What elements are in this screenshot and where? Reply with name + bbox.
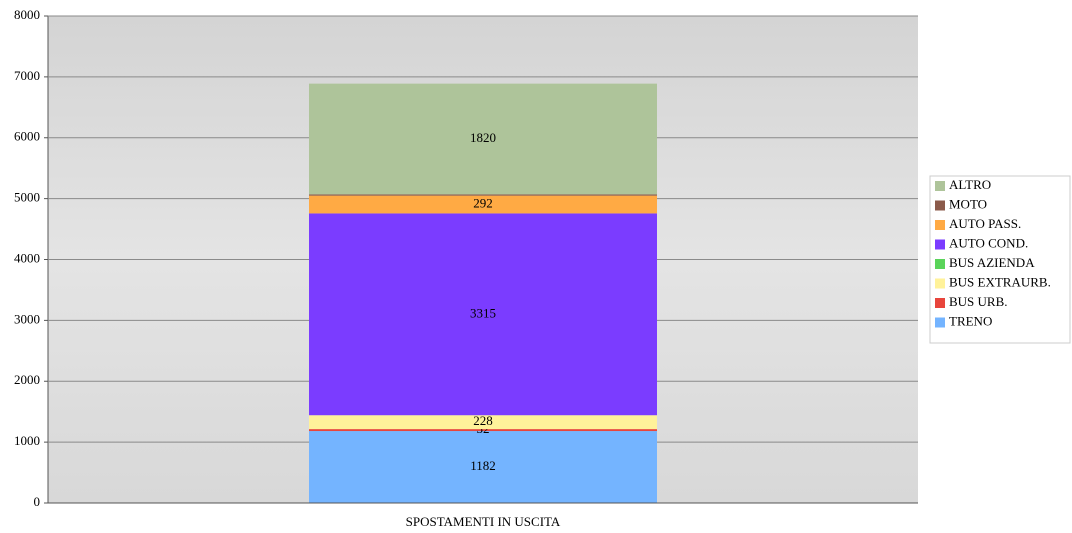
bar-segment bbox=[309, 429, 657, 432]
y-tick-label: 2000 bbox=[14, 372, 40, 387]
bar-segment bbox=[309, 195, 657, 214]
legend-label: ALTRO bbox=[949, 177, 991, 192]
y-tick-label: 7000 bbox=[14, 68, 40, 83]
bar-segment bbox=[309, 194, 657, 196]
legend-label: AUTO PASS. bbox=[949, 216, 1021, 231]
legend-label: BUS EXTRAURB. bbox=[949, 274, 1051, 289]
data-label: 3315 bbox=[470, 305, 496, 320]
legend-label: MOTO bbox=[949, 196, 987, 211]
bar-segment bbox=[309, 415, 657, 430]
legend-label: TRENO bbox=[949, 313, 992, 328]
bar-segment bbox=[309, 83, 657, 195]
y-tick-label: 6000 bbox=[14, 129, 40, 144]
y-tick-label: 8000 bbox=[14, 7, 40, 22]
y-tick-label: 4000 bbox=[14, 250, 40, 265]
bar-segment bbox=[309, 431, 657, 503]
data-label: 1182 bbox=[470, 458, 496, 473]
data-label: 1820 bbox=[470, 130, 496, 145]
legend-swatch bbox=[935, 181, 945, 191]
legend-swatch bbox=[935, 259, 945, 269]
legend bbox=[929, 175, 1071, 344]
legend-swatch bbox=[935, 278, 945, 289]
y-tick-label: 1000 bbox=[14, 433, 40, 448]
legend-swatch bbox=[935, 239, 945, 250]
y-tick-label: 0 bbox=[34, 494, 41, 509]
x-tick-label: SPOSTAMENTI IN USCITA bbox=[406, 514, 561, 529]
legend-swatch bbox=[935, 317, 945, 328]
legend-swatch bbox=[935, 220, 945, 230]
legend-swatch bbox=[935, 298, 945, 308]
legend-label: BUS URB. bbox=[949, 294, 1008, 309]
data-label: 292 bbox=[473, 196, 493, 211]
legend-swatch bbox=[935, 200, 945, 211]
y-tick-label: 5000 bbox=[14, 190, 40, 205]
y-tick-label: 3000 bbox=[14, 311, 40, 326]
data-label: 228 bbox=[473, 413, 493, 428]
legend-label: BUS AZIENDA bbox=[949, 255, 1035, 270]
legend-label: AUTO COND. bbox=[949, 235, 1028, 250]
bar-segment bbox=[309, 213, 657, 416]
